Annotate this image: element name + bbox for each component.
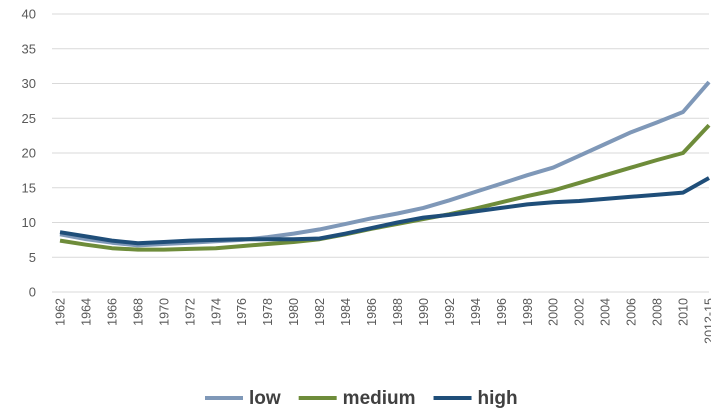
y-tick-label: 35 [22,41,36,56]
x-tick-label: 1962 [54,298,68,326]
y-tick-label: 5 [29,250,36,265]
x-tick-label: 2010 [677,298,691,326]
x-tick-label: 2012-15 [703,298,711,344]
y-tick-label: 0 [29,285,36,300]
x-tick-label: 2004 [599,298,613,326]
x-tick-label: 1988 [391,298,405,326]
gridlines [52,13,709,293]
x-tick-label: 1966 [105,298,119,326]
legend-label-low: low [249,388,281,409]
x-tick-label: 2002 [573,298,587,326]
x-tick-label: 1982 [313,298,327,326]
x-tick-label: 1976 [235,298,249,326]
series-line-high [59,176,710,246]
x-tick-label: 1986 [365,298,379,326]
y-tick-label: 15 [22,180,36,195]
x-tick-label: 1974 [209,298,223,326]
y-tick-label: 40 [22,7,36,22]
x-tick-label: 1992 [443,298,457,326]
x-axis-tick-labels: 1962 1964 1966 1968 1970 1972 1974 1976 1978 1980… [54,298,711,344]
series-lines [59,80,711,252]
x-tick-label: 1964 [79,298,93,326]
x-tick-label: 1998 [521,298,535,326]
x-tick-label: 1996 [495,298,509,326]
legend-label-medium: medium [343,388,416,409]
x-tick-label: 2000 [547,298,561,326]
x-tick-label: 2006 [625,298,639,326]
y-tick-label: 20 [22,146,36,161]
series-line-low [59,80,711,248]
x-tick-label: 1984 [339,298,353,326]
y-tick-label: 10 [22,215,36,230]
legend: low medium high [205,388,518,409]
y-axis-tick-labels: 0 5 10 15 20 25 30 35 40 [22,7,36,300]
y-tick-label: 25 [22,111,36,126]
legend-label-high: high [478,388,518,409]
x-tick-label: 1994 [469,298,483,326]
y-tick-label: 30 [22,76,36,91]
x-tick-label: 1978 [261,298,275,326]
x-tick-label: 1980 [287,298,301,326]
x-tick-label: 1970 [157,298,171,326]
x-tick-label: 1968 [131,298,145,326]
x-tick-label: 2008 [651,298,665,326]
x-tick-label: 1972 [183,298,197,326]
x-tick-label: 1990 [417,298,431,326]
